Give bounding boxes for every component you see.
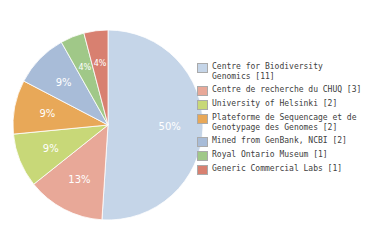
svg-text:4%: 4% bbox=[78, 63, 91, 72]
svg-text:9%: 9% bbox=[56, 77, 72, 88]
html-text:Royal Ontario Museum [1]: Royal Ontario Museum [1] bbox=[212, 150, 328, 159]
svg-text:9%: 9% bbox=[39, 108, 55, 119]
svg-text:50%: 50% bbox=[159, 121, 181, 132]
svg-text:9%: 9% bbox=[43, 143, 59, 154]
svg-text:4%: 4% bbox=[94, 59, 107, 68]
html-text:Generic Commercial Labs [1]: Generic Commercial Labs [1] bbox=[212, 164, 342, 173]
html-text:Mined from GenBank, NCBI [2]: Mined from GenBank, NCBI [2] bbox=[212, 136, 347, 145]
html-text:Centre for Biodiversity Genomi: Centre for Biodiversity Genomics [11] bbox=[212, 62, 323, 81]
svg-text:13%: 13% bbox=[68, 174, 90, 185]
html-text:Centre de recherche du CHUQ [3: Centre de recherche du CHUQ [3] bbox=[212, 85, 362, 94]
html-text:University of Helsinki [2]: University of Helsinki [2] bbox=[212, 99, 338, 108]
html-text:Plateforme de Sequencage et de: Plateforme de Sequencage et de Genotypag… bbox=[212, 113, 357, 132]
